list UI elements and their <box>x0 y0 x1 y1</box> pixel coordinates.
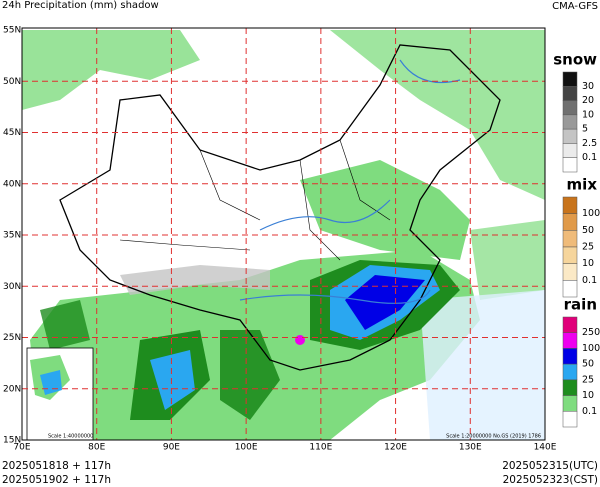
legend-level: 10 <box>582 258 594 269</box>
legend-level: 2.5 <box>582 138 597 149</box>
legend-swatch <box>562 157 578 173</box>
legend-level: 25 <box>582 374 594 385</box>
legend-title: mix <box>567 176 598 194</box>
legend-level: 10 <box>582 109 594 120</box>
legend-level: 0.1 <box>582 406 597 417</box>
legend-swatch <box>562 316 578 333</box>
legend-swatch <box>562 411 578 428</box>
legend-swatch <box>562 246 578 264</box>
legend-swatch <box>562 230 578 248</box>
latitude-label: 30N <box>3 282 21 292</box>
longitude-label: 110E <box>309 443 332 453</box>
longitude-label: 100E <box>235 443 258 453</box>
title: 24h Precipitation (mm) shadow <box>2 0 159 11</box>
legend-level: 5 <box>582 124 588 135</box>
latitude-label: 50N <box>3 77 21 87</box>
legend-swatch <box>562 114 578 130</box>
legend-swatch <box>562 143 578 158</box>
legend-level: 100 <box>582 208 600 219</box>
legend-level: 30 <box>582 81 594 92</box>
legend-level: 250 <box>582 327 600 338</box>
legend-swatch <box>562 395 578 412</box>
legend-level: 50 <box>582 225 594 236</box>
latitude-label: 35N <box>3 231 21 241</box>
latitude-label: 45N <box>3 128 21 138</box>
legend-level: 50 <box>582 359 594 370</box>
legend-title: rain <box>564 296 597 314</box>
init-time-utc: 2025051818 + 117h <box>2 460 111 472</box>
longitude-label: 130E <box>459 443 482 453</box>
longitude-label: 90E <box>163 443 180 453</box>
inset-scale: Scale 1:40000000 <box>48 434 93 440</box>
latitude-label: 20N <box>3 384 21 394</box>
legend-swatch <box>562 86 578 101</box>
legend: snow 30 20 10 5 2.5 0.1 mix 100 50 25 10 0.1 rain 250 1… <box>553 51 600 428</box>
legend-level: 20 <box>582 95 594 106</box>
legend-title: snow <box>553 51 597 69</box>
model-name: CMA-GFS <box>552 1 598 12</box>
legend-swatch <box>562 332 578 349</box>
legend-swatch <box>562 280 578 298</box>
legend-swatch <box>562 196 578 214</box>
legend-level: 100 <box>582 343 600 354</box>
legend-swatch <box>562 100 578 116</box>
latitude-label: 55N <box>3 26 21 36</box>
legend-swatch <box>562 363 578 381</box>
legend-level: 0.1 <box>582 152 597 163</box>
main-scale: Scale 1:20000000 No.GS (2019) 1786 <box>446 434 541 440</box>
legend-swatch <box>562 213 578 231</box>
longitude-label: 80E <box>88 443 105 453</box>
latitude-label: 25N <box>3 333 21 343</box>
legend-level: 25 <box>582 242 594 253</box>
legend-swatch <box>562 71 578 87</box>
legend-level: 10 <box>582 390 594 401</box>
map-frame <box>21 27 546 441</box>
legend-level: 0.1 <box>582 275 597 286</box>
legend-swatch <box>562 348 578 365</box>
valid-time-cst: 2025052323(CST) <box>503 474 598 486</box>
init-time-cst: 2025051902 + 117h <box>2 474 111 486</box>
legend-swatch <box>562 379 578 396</box>
longitude-label: 70E <box>13 443 30 453</box>
latitude-label: 15N <box>3 436 21 446</box>
longitude-label: 140E <box>534 443 557 453</box>
longitude-label: 120E <box>384 443 407 453</box>
legend-swatch <box>562 263 578 281</box>
legend-swatch <box>562 128 578 144</box>
latitude-label: 40N <box>3 179 21 189</box>
valid-time-utc: 2025052315(UTC) <box>502 460 598 472</box>
